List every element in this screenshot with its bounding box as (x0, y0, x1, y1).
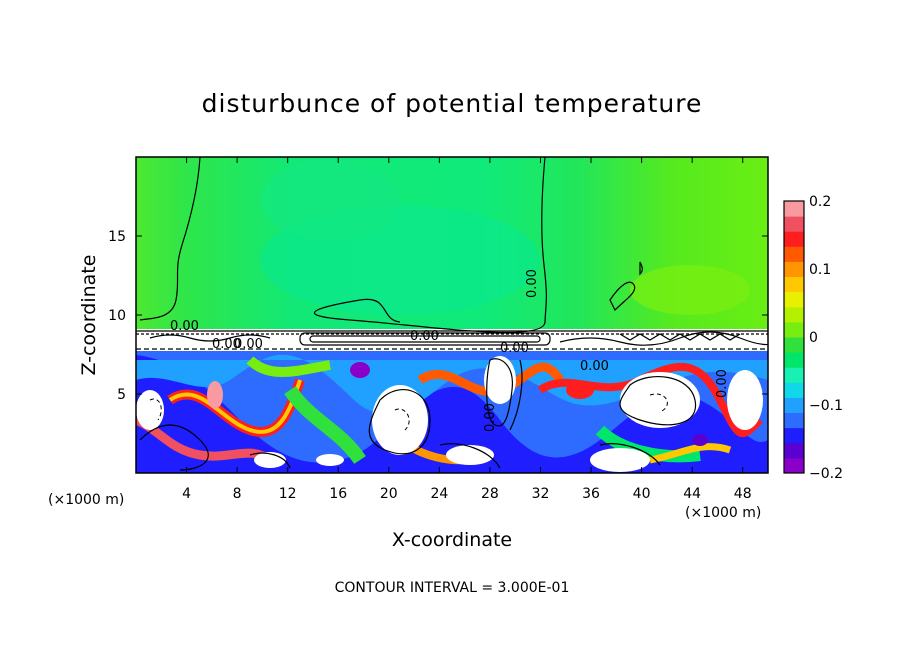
colorbar-ticks: 0.2 0.1 0 −0.1 −0.2 (809, 194, 843, 482)
colorbar-tick-label: −0.1 (809, 398, 843, 414)
y-tick-label: 15 (108, 229, 126, 245)
x-tick-label: 8 (233, 486, 242, 502)
colorbar-swatch (784, 261, 804, 278)
contour-label: 0.00 (525, 269, 540, 298)
y-axis-label: Z-coordinate (78, 255, 100, 376)
colorbar-tick-label: 0.1 (809, 262, 831, 278)
contour-label: 0.00 (410, 329, 439, 344)
colorbar-swatch (784, 412, 804, 429)
x-tick-label: 12 (279, 486, 297, 502)
colorbar-tick-label: −0.2 (809, 466, 843, 482)
transition-marks (136, 330, 768, 350)
x-tick-label: 28 (481, 486, 499, 502)
chart-title: disturbunce of potential temperature (202, 89, 703, 118)
x-tick-label: 24 (430, 486, 448, 502)
contour-label: 0.00 (580, 359, 609, 374)
colorbar-swatch (784, 246, 804, 262)
upper-yellowgreen-patch (630, 265, 750, 315)
lower-turbulence (136, 354, 768, 473)
y-axis-ticks: 5 10 15 (108, 229, 768, 403)
colorbar-swatch (784, 321, 804, 338)
x-axis-label: X-coordinate (392, 529, 512, 551)
plot-area: 0.00 0.00 0.00 0.00 0.00 0.00 0.00 0.00 … (136, 157, 768, 473)
contour-label: 0.00 (170, 319, 199, 334)
x-tick-label: 44 (683, 486, 701, 502)
x-unit-right: (×1000 m) (685, 505, 761, 521)
colorbar-swatch (784, 337, 804, 353)
colorbar-frame (783, 200, 805, 474)
colorbar-tick-label: 0 (809, 330, 818, 346)
colorbar-swatch (784, 397, 804, 414)
colorbar-swatch (784, 306, 804, 323)
x-axis-ticks: 4 8 12 16 20 24 28 32 36 40 44 48 (182, 157, 752, 502)
contour-label: 0.00 (234, 337, 263, 352)
colorbar-swatch (784, 382, 804, 398)
x-tick-label: 40 (633, 486, 651, 502)
upper-cyan-patch-2 (260, 160, 400, 240)
x-tick-label: 20 (380, 486, 398, 502)
colorbar-swatch (784, 442, 804, 459)
contour-label: 0.00 (212, 337, 241, 352)
x-tick-label: 32 (532, 486, 550, 502)
colorbar-swatch (784, 201, 804, 217)
colorbar-swatch (784, 276, 804, 293)
x-tick-label: 48 (734, 486, 752, 502)
x-unit-left: (×1000 m) (48, 492, 124, 508)
contour-label: 0.00 (500, 341, 529, 356)
contour-label: 0.00 (483, 403, 498, 432)
x-tick-label: 36 (582, 486, 600, 502)
colorbar (784, 201, 804, 474)
colorbar-swatch (784, 427, 804, 444)
contour-interval: CONTOUR INTERVAL = 3.000E-01 (335, 580, 570, 596)
colorbar-swatch (784, 291, 804, 308)
colorbar-swatch (784, 352, 804, 368)
x-tick-label: 16 (329, 486, 347, 502)
contours (139, 157, 697, 471)
colorbar-tick-label: 0.2 (809, 194, 831, 210)
x-tick-label: 4 (182, 486, 191, 502)
colorbar-swatch (784, 216, 804, 232)
y-tick-label: 10 (108, 308, 126, 324)
contour-labels: 0.00 0.00 0.00 0.00 0.00 0.00 0.00 0.00 … (170, 269, 730, 432)
y-tick-label: 5 (117, 387, 126, 403)
colorbar-swatch (784, 231, 804, 247)
contour-label: 0.00 (715, 369, 730, 398)
colorbar-swatch (784, 457, 804, 474)
colorbar-swatch (784, 367, 804, 383)
